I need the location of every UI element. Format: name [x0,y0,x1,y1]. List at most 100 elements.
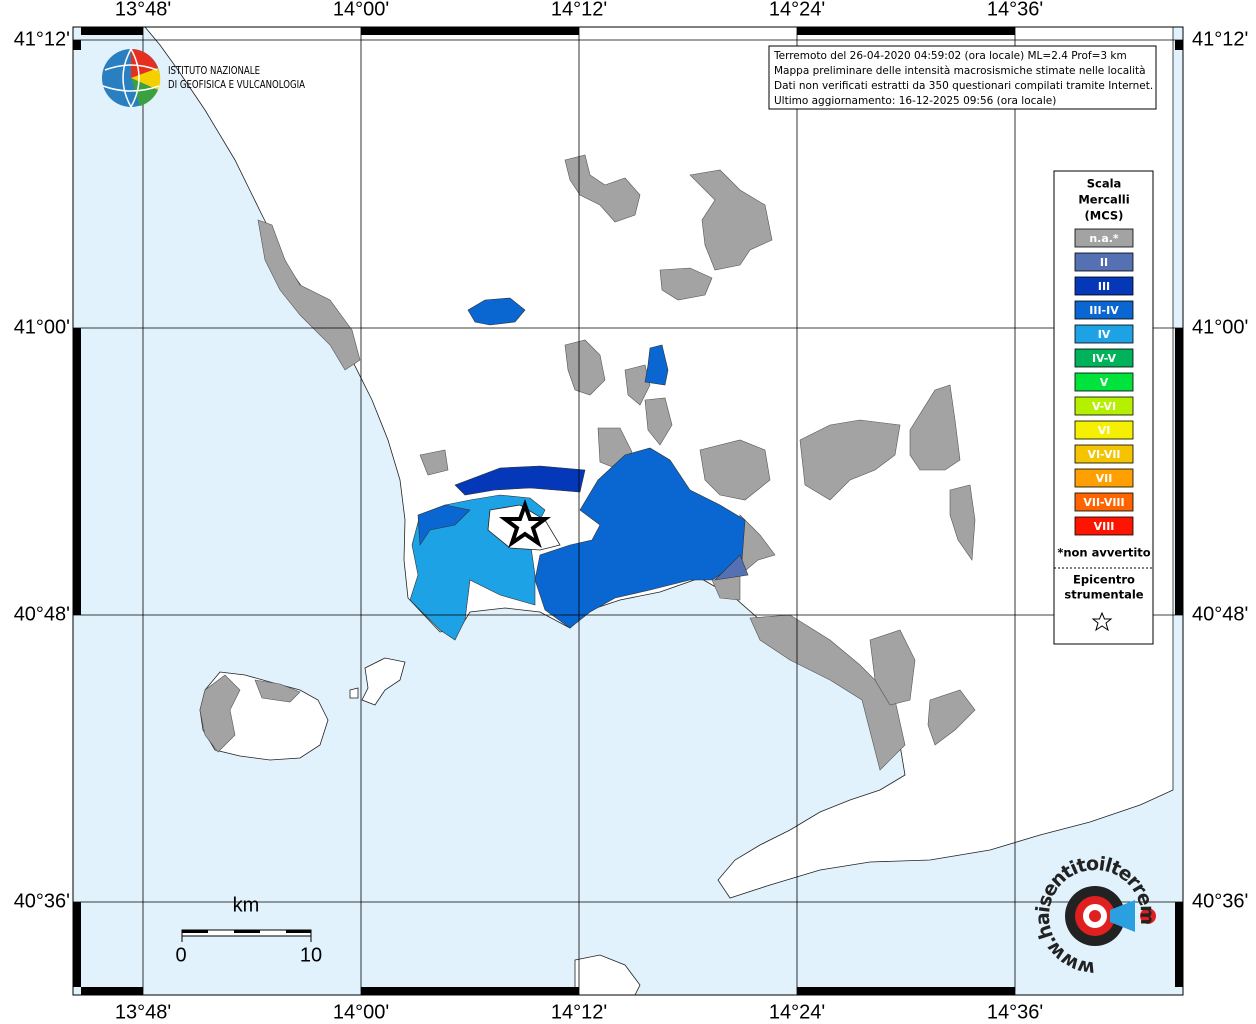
legend-title: Mercalli [1078,193,1129,207]
area-iii-iv [534,447,746,629]
legend-label: VI-VII [1087,448,1120,461]
municipalities-na [199,154,976,771]
legend-label: IV-V [1092,352,1117,365]
scale-label: 0 [175,944,186,966]
area [564,154,641,223]
ingv-logo: ISTITUTO NAZIONALE DI GEOFISICA E VULCAN… [102,48,306,108]
legend-star [1091,611,1113,632]
legend-note: *non avvertito [1057,546,1150,560]
area [699,439,771,501]
legend-label: VII-VIII [1083,496,1124,509]
legend-swatch [1074,228,1134,248]
epicenter-star [499,499,551,549]
area [624,364,651,406]
legend-swatch [1074,300,1134,320]
area [659,267,713,301]
info-line: Terremoto del 26-04-2020 04:59:02 (ora l… [773,50,1127,62]
frame-tick [81,27,143,35]
legend-swatch [1074,252,1134,272]
frame-tick [1175,902,1183,987]
area [909,384,961,471]
frame-tick [361,27,579,35]
lat-label: 41°00' [14,316,70,338]
logo-text: ISTITUTO NAZIONALE [168,65,260,77]
legend-title: Scala [1087,177,1122,191]
area [799,419,901,501]
lon-label: 14°24' [769,0,825,20]
lat-label: 41°12' [14,28,70,50]
frame-tick [797,27,1015,35]
coordinate-labels: 13°48' 13°48' 14°00' 14°00' 14°12' 14°12' 14°2… [14,0,1249,1023]
site-logo-beam [1110,900,1135,932]
area [749,614,906,771]
legend-epicenter-title: strumentale [1064,588,1143,602]
frame [72,26,1184,996]
lon-label: 14°24' [769,1001,825,1023]
scale-bar: km 0 10 [175,894,322,966]
legend-title: (MCS) [1085,209,1124,223]
legend-swatch [1074,348,1134,368]
site-logo-dot [1140,908,1156,924]
frame-tick [1175,40,1183,50]
area [927,689,976,746]
info-line: Mappa preliminare delle intensità macros… [774,65,1146,77]
lon-label: 14°36' [987,0,1043,20]
frame-tick [1175,328,1183,615]
scale-unit: km [233,894,260,916]
legend-swatch [1074,324,1134,344]
lon-label: 14°00' [333,0,389,20]
lon-label: 14°12' [551,1001,607,1023]
lat-label: 40°36' [14,890,70,912]
legend-swatch [1074,420,1134,440]
island-procida [361,657,406,706]
info-box [768,45,1157,110]
info-line: Dati non verificati estratti da 350 ques… [774,80,1153,92]
logo-meridians [102,48,160,108]
lat-label: 40°36' [1192,890,1248,912]
legend-label: V-VI [1092,400,1116,413]
area [254,679,301,703]
area-iii-iv [644,344,669,386]
area [564,339,606,396]
legend-swatch [1074,276,1134,296]
area-ii [714,554,749,581]
legend-swatch [1074,468,1134,488]
frame-tick [73,40,81,50]
scale-segment [286,930,311,933]
lat-label: 41°12' [1192,28,1248,50]
area-iii [454,465,586,496]
logo-sector [131,68,161,90]
legend-swatch [1074,396,1134,416]
grid [73,27,1183,995]
lon-label: 13°48' [115,1001,171,1023]
legend-swatch [1074,492,1134,512]
legend-label: VIII [1094,520,1115,533]
area-iii-iv [467,297,526,326]
logo-sector [131,78,158,106]
legend-label: VII [1096,472,1113,485]
area [199,674,241,753]
frame-tick [73,328,81,615]
lon-label: 14°36' [987,1001,1043,1023]
area [869,629,916,706]
area [644,397,673,446]
site-logo-ring [1089,910,1101,922]
legend-label: IV [1098,328,1111,341]
legend-swatch [1074,444,1134,464]
area [689,169,773,271]
area [949,484,976,561]
municipalities-felt [409,297,749,641]
area [257,219,361,371]
legend-label: n.a.* [1089,232,1119,245]
logo-text: DI GEOFISICA E VULCANOLOGIA [168,79,306,91]
info-line: Ultimo aggiornamento: 16-12-2025 09:56 (… [774,95,1056,107]
frame-tick [361,987,579,995]
legend-label: V [1100,376,1109,389]
legend-epicenter-title: Epicentro [1073,573,1135,587]
area [419,449,449,476]
legend: ScalaMercalli(MCS)n.a.*IIIIIIII-IVIVIV-V… [1057,177,1150,602]
legend-label: III-IV [1089,304,1119,317]
